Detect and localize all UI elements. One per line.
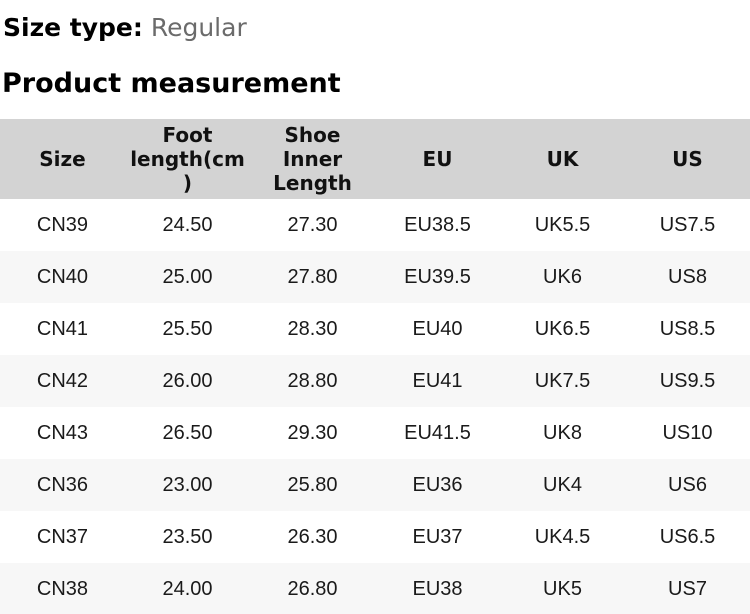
table-cell-eu: EU39.5 — [404, 265, 471, 288]
table-cell-eu: EU41.5 — [404, 421, 471, 444]
table-cell-size: CN36 — [36, 473, 89, 496]
table-cell-eu: EU38.5 — [404, 213, 471, 236]
product-measurement-title: Product measurement — [2, 68, 341, 99]
table-cell-size: CN43 — [36, 421, 89, 444]
column-header-us: US — [625, 119, 750, 199]
table-cell-foot-length: 23.00 — [162, 473, 213, 496]
table-cell-us: US6 — [668, 473, 707, 496]
table-cell-shoe-inner-length: 26.30 — [287, 525, 338, 548]
table-cell-size: CN37 — [36, 525, 89, 548]
table-cell-size: CN40 — [36, 265, 89, 288]
table-cell-size: CN38 — [36, 577, 89, 600]
table-cell-shoe-inner-length: 27.80 — [287, 265, 338, 288]
table-cell-uk: UK6 — [543, 265, 582, 288]
table-row: CN36 23.00 25.80 EU36 UK4 US6 — [0, 459, 750, 511]
table-cell-size: CN41 — [36, 317, 89, 340]
column-header-uk: UK — [500, 119, 625, 199]
column-header-size: Size — [0, 119, 125, 199]
table-cell-eu: EU37 — [412, 525, 463, 548]
table-cell-eu: EU38 — [412, 577, 463, 600]
table-cell-eu: EU36 — [412, 473, 463, 496]
table-row: CN43 26.50 29.30 EU41.5 UK8 US10 — [0, 407, 750, 459]
table-cell-shoe-inner-length: 25.80 — [287, 473, 338, 496]
table-cell-us: US9.5 — [659, 369, 716, 392]
table-header-row: Size Foot length(cm ) Shoe Inner Length … — [0, 119, 750, 199]
column-header-foot-length: Foot length(cm ) — [125, 119, 250, 199]
table-cell-size: CN42 — [36, 369, 89, 392]
table-cell-shoe-inner-length: 26.80 — [287, 577, 338, 600]
table-cell-us: US8.5 — [659, 317, 716, 340]
table-cell-foot-length: 26.50 — [162, 421, 213, 444]
table-cell-shoe-inner-length: 27.30 — [287, 213, 338, 236]
table-cell-foot-length: 25.00 — [162, 265, 213, 288]
table-cell-us: US8 — [668, 265, 707, 288]
table-cell-uk: UK6.5 — [534, 317, 591, 340]
table-cell-us: US10 — [662, 421, 713, 444]
table-cell-foot-length: 23.50 — [162, 525, 213, 548]
table-cell-eu: EU40 — [412, 317, 463, 340]
table-cell-foot-length: 26.00 — [162, 369, 213, 392]
table-row: CN37 23.50 26.30 EU37 UK4.5 US6.5 — [0, 511, 750, 563]
table-row: CN42 26.00 28.80 EU41 UK7.5 US9.5 — [0, 355, 750, 407]
table-row: CN39 24.50 27.30 EU38.5 UK5.5 US7.5 — [0, 199, 750, 251]
table-cell-us: US7 — [668, 577, 707, 600]
size-measurement-table: Size Foot length(cm ) Shoe Inner Length … — [0, 119, 750, 614]
table-cell-foot-length: 25.50 — [162, 317, 213, 340]
size-type-value: Regular — [150, 13, 247, 42]
table-cell-uk: UK8 — [543, 421, 582, 444]
size-type-line: Size type: Regular — [0, 0, 750, 43]
table-cell-shoe-inner-length: 29.30 — [287, 421, 338, 444]
table-cell-uk: UK4.5 — [534, 525, 591, 548]
table-cell-uk: UK5 — [543, 577, 582, 600]
table-row: CN38 24.00 26.80 EU38 UK5 US7 — [0, 563, 750, 614]
table-cell-size: CN39 — [36, 213, 89, 236]
table-cell-uk: UK7.5 — [534, 369, 591, 392]
column-header-shoe-inner-length: Shoe Inner Length — [250, 119, 375, 199]
table-row: CN41 25.50 28.30 EU40 UK6.5 US8.5 — [0, 303, 750, 355]
table-cell-eu: EU41 — [412, 369, 463, 392]
table-cell-foot-length: 24.00 — [162, 577, 213, 600]
table-cell-us: US6.5 — [659, 525, 716, 548]
table-cell-us: US7.5 — [659, 213, 716, 236]
table-cell-shoe-inner-length: 28.30 — [287, 317, 338, 340]
table-cell-shoe-inner-length: 28.80 — [287, 369, 338, 392]
column-header-eu: EU — [375, 119, 500, 199]
table-cell-uk: UK4 — [543, 473, 582, 496]
size-type-label: Size type: — [3, 13, 143, 42]
table-cell-foot-length: 24.50 — [162, 213, 213, 236]
table-row: CN40 25.00 27.80 EU39.5 UK6 US8 — [0, 251, 750, 303]
table-cell-uk: UK5.5 — [534, 213, 591, 236]
